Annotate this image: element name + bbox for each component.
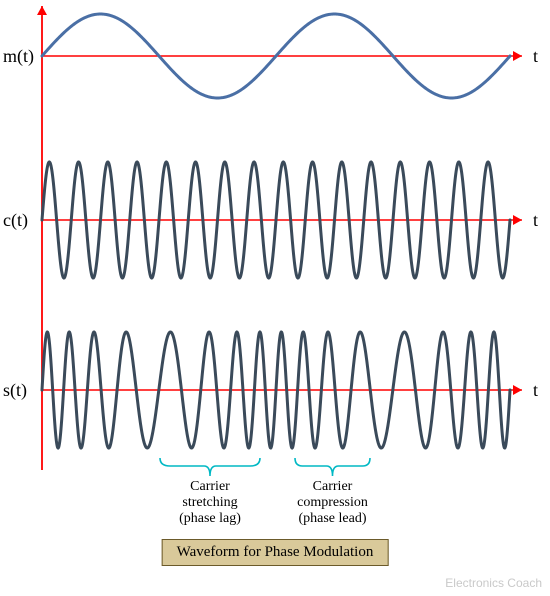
svg-text:(phase lag): (phase lag): [179, 511, 241, 526]
svg-text:stretching: stretching: [182, 495, 237, 510]
watermark-text: Electronics Coach: [445, 576, 542, 590]
svg-text:Carrier: Carrier: [313, 479, 353, 494]
svg-text:t: t: [533, 380, 538, 400]
waveform-figure: tm(t)tc(t)ts(t)Carrierstretching(phase l…: [0, 0, 550, 596]
svg-text:compression: compression: [297, 495, 368, 510]
svg-text:Carrier: Carrier: [190, 479, 230, 494]
watermark: Electronics Coach: [445, 576, 542, 590]
svg-text:t: t: [533, 210, 538, 230]
caption-text: Waveform for Phase Modulation: [177, 544, 374, 560]
svg-text:m(t): m(t): [3, 46, 34, 67]
svg-text:c(t): c(t): [3, 210, 28, 231]
caption-box: Waveform for Phase Modulation: [162, 539, 389, 566]
svg-text:(phase lead): (phase lead): [298, 511, 366, 526]
svg-text:s(t): s(t): [3, 380, 27, 401]
svg-text:t: t: [533, 46, 538, 66]
